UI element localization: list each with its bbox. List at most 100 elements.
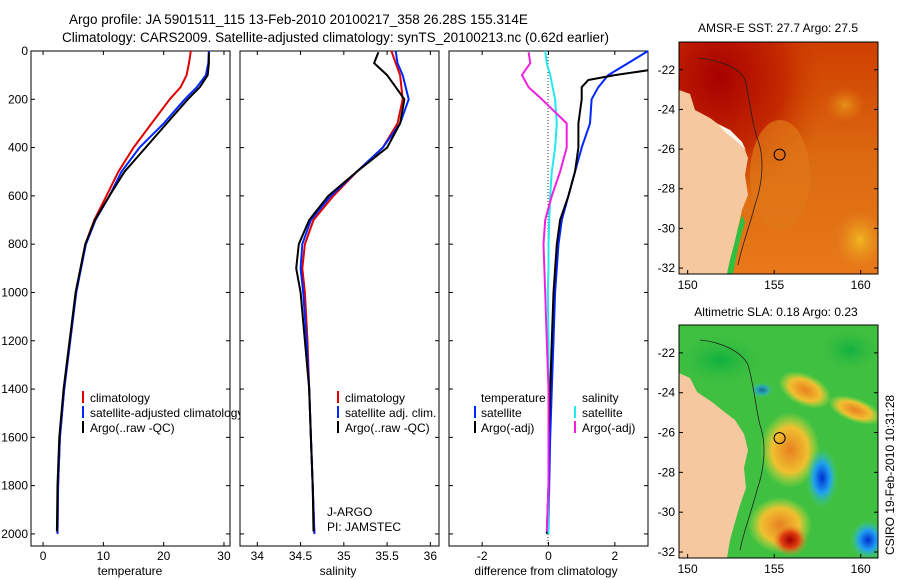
sst-lon-ticks: 150 155 160	[678, 270, 871, 292]
series-line-argo	[55, 52, 210, 532]
temperature-legend: climatology satellite-adjusted climatolo…	[82, 391, 243, 435]
lon-tick-label: 160	[851, 562, 871, 576]
salinity-axes-frame	[239, 50, 440, 547]
salinity-lines	[295, 50, 410, 534]
australia-land	[679, 373, 748, 558]
lat-tick-label: -28	[658, 465, 676, 479]
depth-tick-label: 1000	[1, 285, 28, 299]
sla-lon-ticks: 150 155 160	[678, 554, 871, 576]
lat-tick-label: -26	[658, 142, 676, 156]
legend-label-satellite: satellite adj. clim.	[345, 406, 436, 420]
legend-title-salinity: salinity	[582, 391, 619, 405]
legend-label-argo: Argo(..raw -QC)	[90, 421, 175, 435]
salinity-legend: climatology satellite adj. clim. Argo(..…	[337, 391, 436, 435]
lat-tick-label: -26	[658, 426, 676, 440]
lat-tick-label: -24	[658, 386, 676, 400]
sst-axes-frame	[678, 41, 879, 275]
argo-location-marker	[773, 148, 786, 161]
temperature-lines	[55, 50, 210, 534]
difference-panel: -2 0 2 difference from climatology tempera…	[448, 50, 649, 578]
legend-label-sal-satellite: satellite	[582, 406, 623, 420]
lon-tick-label: 160	[851, 278, 871, 292]
lon-tick-label: 155	[764, 278, 784, 292]
depth-tick-label: 200	[8, 92, 28, 106]
x-tick-label: 2	[611, 549, 618, 563]
depth-ticks: 0 200 400 600 800 1000 1200 1400 1600 1800 2000	[1, 44, 230, 541]
float-pi-label: PI: JAMSTEC	[327, 520, 401, 534]
sst-map: AMSR-E SST: 27.7 Argo: 27.5 -22 -24 -26 -28…	[658, 21, 879, 292]
legend-label-climatology: climatology	[345, 391, 405, 405]
argo-location-marker	[773, 432, 786, 445]
legend-label-temp-argo: Argo(-adj)	[481, 421, 534, 435]
x-tick-label: 34.5	[289, 549, 313, 563]
series-line-argo	[295, 51, 406, 532]
figure-title-line1: Argo profile: JA 5901511_115 13-Feb-2010…	[69, 12, 528, 27]
lon-tick-label: 150	[678, 278, 698, 292]
depth-tick-label: 2000	[1, 527, 28, 541]
sst-map-title: AMSR-E SST: 27.7 Argo: 27.5	[698, 21, 858, 35]
salinity-xlabel: salinity	[320, 564, 357, 578]
lon-tick-label: 150	[678, 562, 698, 576]
lat-tick-label: -28	[658, 182, 676, 196]
difference-legend: temperature satellite Argo(-adj) salinit…	[474, 391, 635, 435]
depth-tick-label: 0	[21, 44, 28, 58]
depth-tick-label: 800	[8, 237, 28, 251]
x-tick-label: 30	[217, 549, 231, 563]
temperature-axes-frame	[30, 50, 231, 547]
legend-title-temperature: temperature	[481, 391, 546, 405]
legend-label-argo: Argo(..raw -QC)	[345, 421, 430, 435]
lat-tick-label: -32	[658, 261, 676, 275]
sla-axes-frame	[678, 324, 879, 559]
x-tick-label: 35	[337, 549, 351, 563]
x-tick-label: 34	[251, 549, 265, 563]
depth-tick-label: 1400	[1, 382, 28, 396]
x-tick-label: 0	[545, 549, 552, 563]
sla-lat-ticks: -22 -24 -26 -28 -30 -32	[658, 346, 878, 559]
sla-map: Altimetric SLA: 0.18 Argo: 0.23 -22-24-2…	[658, 305, 879, 576]
x-tick-label: 10	[97, 549, 111, 563]
x-tick-label: 0	[40, 549, 47, 563]
series-line-salinity-argo	[521, 52, 568, 532]
difference-xlabel: difference from climatology	[474, 564, 617, 578]
bathymetry-contour	[697, 57, 763, 266]
sla-map-title: Altimetric SLA: 0.18 Argo: 0.23	[694, 305, 858, 319]
figure-title-line2: Climatology: CARS2009. Satellite-adjuste…	[62, 30, 609, 45]
sst-lat-ticks: -22 -24 -26 -28 -30 -32	[658, 63, 878, 275]
lat-tick-label: -24	[658, 102, 676, 116]
legend-label-temp-satellite: satellite	[481, 406, 522, 420]
salinity-depth-ticks	[240, 50, 439, 535]
x-tick-label: -2	[477, 549, 488, 563]
depth-tick-label: 1600	[1, 430, 28, 444]
salinity-ticks: 34 34.5 35 35.5 36	[251, 51, 438, 563]
x-tick-label: 20	[157, 549, 171, 563]
lat-tick-label: -32	[658, 545, 676, 559]
depth-tick-label: 1800	[1, 479, 28, 493]
x-tick-label: 36	[424, 549, 438, 563]
lat-tick-label: -22	[658, 63, 676, 77]
sla-field	[679, 325, 878, 558]
temperature-xlabel: temperature	[98, 564, 163, 578]
bathymetry-contour	[699, 339, 765, 551]
credit-stamp: CSIRO 19-Feb-2010 10:31:28	[883, 395, 897, 555]
temperature-panel: 0 200 400 600 800 1000 1200 1400 1600 1800 2000 0 1…	[1, 44, 243, 578]
x-tick-label: 35.5	[375, 549, 399, 563]
lon-tick-label: 155	[764, 562, 784, 576]
difference-ticks: -2 0 2	[477, 51, 618, 563]
legend-label-climatology: climatology	[90, 391, 150, 405]
legend-label-sal-argo: Argo(-adj)	[582, 421, 635, 435]
lat-tick-label: -30	[658, 221, 676, 235]
float-program-label: J-ARGO	[327, 505, 372, 519]
lat-tick-label: -22	[658, 346, 676, 360]
difference-depth-ticks	[449, 50, 648, 535]
sst-field	[679, 42, 878, 274]
difference-lines	[521, 50, 649, 534]
series-line-temperature-argo	[545, 69, 649, 534]
depth-tick-label: 600	[8, 189, 28, 203]
salinity-panel: 34 34.5 35 35.5 36 salinity climatology sate…	[239, 50, 440, 578]
depth-tick-label: 1200	[1, 334, 28, 348]
temperature-ticks: 0 10 20 30	[40, 51, 231, 563]
legend-label-satellite: satellite-adjusted climatology	[90, 406, 243, 420]
depth-tick-label: 400	[8, 141, 28, 155]
lat-tick-label: -30	[658, 505, 676, 519]
